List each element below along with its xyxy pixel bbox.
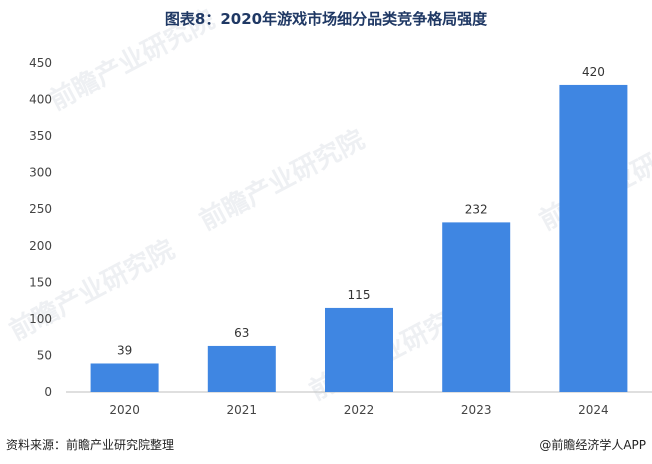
x-tick-label: 2021 — [227, 403, 258, 417]
y-tick-label: 150 — [29, 275, 52, 289]
x-tick-label: 2024 — [578, 403, 609, 417]
data-label: 420 — [582, 65, 605, 79]
data-label: 115 — [348, 288, 371, 302]
y-tick-label: 250 — [29, 202, 52, 216]
x-tick-label: 2023 — [461, 403, 492, 417]
brand-credit: @前瞻经济学人APP — [539, 438, 646, 452]
x-tick-label: 2020 — [109, 403, 140, 417]
bar-2024 — [559, 84, 628, 392]
y-tick-label: 450 — [29, 56, 52, 70]
y-tick-label: 0 — [44, 385, 52, 399]
y-tick-label: 350 — [29, 129, 52, 143]
data-label: 63 — [234, 326, 249, 340]
bar-2020 — [90, 363, 159, 392]
data-label: 232 — [465, 202, 488, 216]
source-note: 资料来源：前瞻产业研究院整理 — [6, 438, 175, 452]
y-tick-label: 400 — [29, 93, 52, 107]
y-tick-label: 50 — [37, 348, 52, 362]
bar-2022 — [325, 307, 393, 392]
bar-2021 — [207, 345, 276, 392]
x-tick-label: 2022 — [344, 403, 375, 417]
y-tick-label: 100 — [29, 312, 52, 326]
data-label: 39 — [117, 343, 132, 357]
y-tick-label: 200 — [29, 239, 52, 253]
y-tick-label: 300 — [29, 166, 52, 180]
chart-title: 图表8：2020年游戏市场细分品类竞争格局强度 — [164, 10, 488, 28]
bar-2023 — [442, 222, 511, 392]
